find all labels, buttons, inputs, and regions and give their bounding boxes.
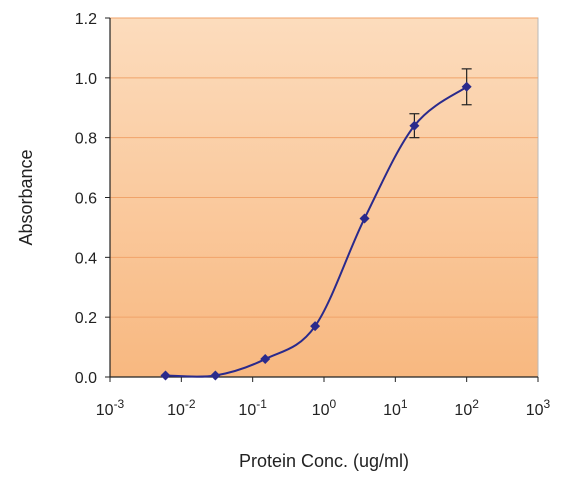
y-tick-label: 0.0 xyxy=(75,370,97,387)
data-point xyxy=(210,370,221,381)
y-tick-label: 0.8 xyxy=(75,131,97,148)
axes xyxy=(105,17,539,382)
tick-labels: 0.0 0.2 0.4 0.6 0.8 1.0 1.2 10-3 10-2 10-1 100 101 1… xyxy=(75,11,551,419)
x-tick-label: 103 xyxy=(526,397,551,419)
series-layer xyxy=(160,68,472,381)
y-tick-label: 0.6 xyxy=(75,191,97,208)
y-tick-label: 1.2 xyxy=(75,11,97,28)
y-tick-label: 0.4 xyxy=(75,250,97,267)
x-tick-label: 101 xyxy=(383,397,408,419)
data-point xyxy=(359,213,370,224)
data-point xyxy=(310,321,321,332)
y-tick-label: 0.2 xyxy=(75,310,97,327)
data-point xyxy=(461,81,472,92)
y-axis-title: Absorbance xyxy=(16,149,36,245)
y-tick-label: 1.0 xyxy=(75,71,97,88)
x-tick-label: 10-2 xyxy=(167,397,196,419)
x-axis-title: Protein Conc. (ug/ml) xyxy=(239,451,409,471)
x-tick-label: 100 xyxy=(312,397,337,419)
x-tick-label: 10-1 xyxy=(238,397,267,419)
data-point xyxy=(260,354,271,365)
gridlines xyxy=(110,17,538,318)
x-tick-label: 10-3 xyxy=(96,397,125,419)
x-tick-label: 102 xyxy=(454,397,479,419)
data-point xyxy=(409,120,420,131)
data-point xyxy=(160,370,171,381)
